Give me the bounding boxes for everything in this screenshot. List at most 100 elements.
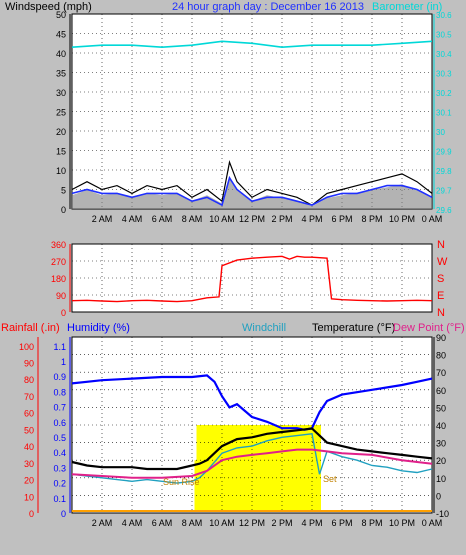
sunset-label: Set: [323, 474, 337, 484]
time-tick-label: 8 AM: [182, 214, 203, 224]
windspeed-tick-label: 45: [56, 30, 66, 40]
time-tick-label: 8 AM: [182, 518, 203, 528]
time-tick-label: 10 PM: [389, 518, 415, 528]
time-tick-label: 12 PM: [239, 214, 265, 224]
direction-degree-tick: 180: [51, 274, 66, 284]
temperature-tick-label: 80: [436, 351, 446, 361]
sunshine-block: [196, 425, 321, 511]
ticks-temperature: 010203040506070809010000.10.20.30.40.50.…: [19, 333, 449, 528]
direction-degree-tick: 270: [51, 257, 66, 267]
humidity-line: [71, 374, 433, 431]
time-tick-label: 10 PM: [389, 214, 415, 224]
humidity-tick-label: 1: [61, 357, 66, 367]
ticks-wind: 0 5 10 15 20 25 30 35 40 45 50 29.6 29.7 29.8 29.9 30 30…: [56, 10, 452, 224]
graph-title: 24 hour graph day : December 16 2013: [172, 1, 364, 13]
windspeed-tick-label: 50: [56, 10, 66, 20]
time-tick-label: 0 AM: [422, 518, 443, 528]
humidity-tick-label: 0.9: [53, 372, 66, 382]
humidity-tick-label: 0.7: [53, 403, 66, 413]
direction-degree-tick: 0: [61, 308, 66, 318]
rainfall-tick-label: 100: [19, 342, 34, 352]
time-tick-label: 8 PM: [361, 518, 382, 528]
temperature-tick-label: 40: [436, 421, 446, 431]
barometer-tick-label: 29.6: [436, 206, 452, 215]
compass-tick-label: N: [437, 307, 445, 319]
wind-direction-line: [71, 255, 433, 303]
barometer-tick-label: 30.3: [436, 70, 452, 79]
rainfall-tick-label: 90: [24, 359, 34, 369]
humidity-tick-label: 0.5: [53, 433, 66, 443]
humidity-tick-label: 0.6: [53, 418, 66, 428]
barometer-tick-label: 30.1: [436, 109, 452, 118]
grid-wind: [72, 14, 432, 209]
rainfall-tick-label: 50: [24, 425, 34, 435]
direction-degree-tick: 360: [51, 240, 66, 250]
windspeed-tick-label: 25: [56, 108, 66, 118]
time-tick-label: 12 PM: [239, 518, 265, 528]
rainfall-tick-label: 80: [24, 375, 34, 385]
barometer-tick-label: 30.6: [436, 11, 452, 20]
rainfall-tick-label: 30: [24, 459, 34, 469]
barometer-tick-label: 29.9: [436, 148, 452, 157]
compass-tick-label: N: [437, 239, 445, 251]
time-tick-label: 4 AM: [122, 518, 143, 528]
barometer-axis-label: Barometer (in): [372, 1, 442, 13]
time-tick-label: 2 PM: [271, 214, 292, 224]
rainfall-axis-label: Rainfall (.in): [1, 322, 60, 334]
windspeed-tick-label: 5: [61, 186, 66, 196]
wind-average-line: [71, 175, 433, 207]
rainfall-tick-label: 0: [29, 509, 34, 519]
time-tick-label: 10 AM: [209, 214, 235, 224]
sunrise-label: Sun Rise: [163, 477, 200, 487]
barometer-line: [71, 40, 433, 49]
windchill-label: Windchill: [242, 322, 286, 334]
windspeed-axis-label: Windspeed (mph): [5, 1, 92, 13]
humidity-tick-label: 1.1: [53, 342, 66, 352]
series-wind: [71, 40, 433, 209]
humidity-tick-label: 0.4: [53, 448, 66, 458]
time-tick-label: 10 AM: [209, 518, 235, 528]
humidity-tick-label: 0.8: [53, 387, 66, 397]
compass-tick-label: W: [437, 256, 448, 268]
direction-degree-tick: 90: [56, 291, 66, 301]
compass-tick-label: S: [437, 273, 444, 285]
barometer-tick-label: 30.4: [436, 50, 452, 59]
dew-point-line: [71, 448, 433, 479]
barometer-tick-label: 30.5: [436, 31, 452, 40]
time-tick-label: 4 PM: [301, 518, 322, 528]
dew-point-label: Dew Point (°F): [393, 322, 465, 334]
time-tick-label: 0 AM: [422, 214, 443, 224]
humidity-tick-label: 0.2: [53, 479, 66, 489]
temperature-tick-label: 60: [436, 386, 446, 396]
time-tick-label: 6 AM: [152, 214, 173, 224]
rainfall-tick-label: 60: [24, 409, 34, 419]
rainfall-tick-label: 40: [24, 442, 34, 452]
time-tick-label: 2 PM: [271, 518, 292, 528]
temperature-tick-label: 10: [436, 474, 446, 484]
temperature-tick-label: 90: [436, 333, 446, 343]
barometer-tick-label: 30.2: [436, 89, 452, 98]
windspeed-line: [71, 160, 433, 206]
time-tick-label: 6 AM: [152, 518, 173, 528]
temperature-line: [71, 427, 433, 471]
rainfall-tick-label: 20: [24, 476, 34, 486]
humidity-tick-label: 0.3: [53, 463, 66, 473]
time-tick-label: 6 PM: [331, 518, 352, 528]
temperature-tick-label: 20: [436, 456, 446, 466]
time-tick-label: 6 PM: [331, 214, 352, 224]
windspeed-tick-label: 10: [56, 166, 66, 176]
temperature-tick-label: 0: [436, 491, 441, 501]
windspeed-tick-label: 15: [56, 147, 66, 157]
sunrise-spike: [194, 460, 197, 511]
temperature-tick-label: 70: [436, 368, 446, 378]
windchill-line: [71, 433, 433, 484]
windspeed-tick-label: 35: [56, 69, 66, 79]
rainfall-tick-label: 10: [24, 492, 34, 502]
time-tick-label: 4 PM: [301, 214, 322, 224]
windspeed-tick-label: 40: [56, 49, 66, 59]
temperature-tick-label: 50: [436, 403, 446, 413]
time-tick-label: 8 PM: [361, 214, 382, 224]
windspeed-tick-label: 20: [56, 127, 66, 137]
rainfall-tick-label: 70: [24, 392, 34, 402]
